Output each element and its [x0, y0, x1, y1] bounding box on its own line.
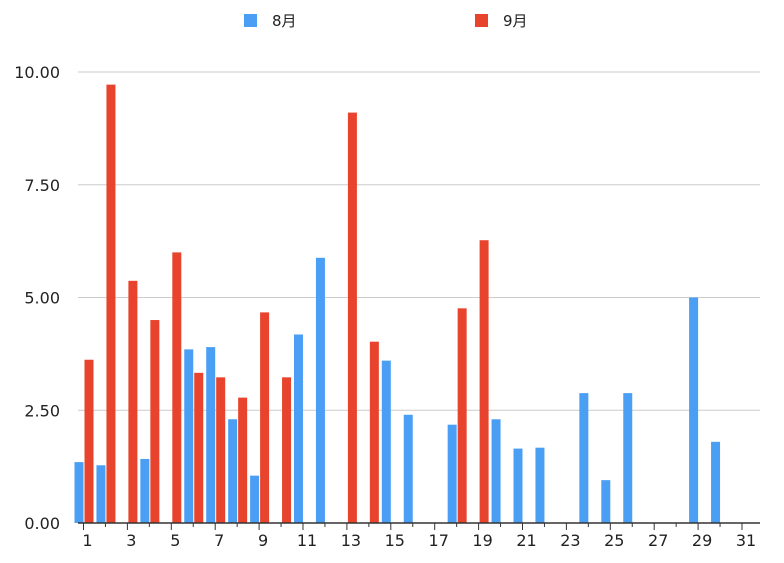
bars [74, 84, 721, 523]
legend-label-aug: 8月 [272, 12, 297, 30]
bar-sep-day-10 [282, 377, 292, 523]
x-tick-label: 19 [472, 531, 492, 550]
x-tick-label: 11 [297, 531, 317, 550]
x-tick-label: 13 [341, 531, 361, 550]
y-tick-label: 0.00 [24, 514, 60, 533]
bar-aug-day-6 [184, 349, 194, 523]
bar-aug-day-1 [74, 462, 84, 523]
x-tick-label: 25 [604, 531, 624, 550]
x-tick-label: 5 [170, 531, 180, 550]
bar-aug-day-8 [228, 419, 238, 523]
bar-sep-day-8 [238, 397, 248, 523]
legend: 8月 9月 [244, 12, 528, 30]
bar-aug-day-24 [579, 393, 589, 523]
bar-aug-day-18 [447, 424, 457, 523]
bar-sep-day-19 [479, 240, 489, 523]
bar-aug-day-20 [491, 419, 501, 523]
y-tick-label: 10.00 [14, 63, 60, 82]
x-tick-label: 3 [126, 531, 136, 550]
y-tick-label: 7.50 [24, 176, 60, 195]
x-tick-label: 9 [258, 531, 268, 550]
x-tick-label: 1 [82, 531, 92, 550]
bar-sep-day-9 [260, 312, 270, 523]
bar-aug-day-4 [140, 458, 150, 523]
bar-aug-day-29 [689, 297, 699, 523]
x-tick-label: 31 [736, 531, 756, 550]
bar-sep-day-1 [84, 359, 94, 523]
x-tick-label: 7 [214, 531, 224, 550]
x-tick-label: 15 [385, 531, 405, 550]
bar-sep-day-7 [216, 377, 226, 523]
bar-aug-day-25 [601, 480, 611, 523]
bar-aug-day-7 [206, 347, 216, 523]
bar-aug-day-21 [513, 448, 523, 523]
legend-swatch-aug [244, 14, 257, 27]
x-tick-label: 23 [560, 531, 580, 550]
bar-sep-day-3 [128, 280, 138, 523]
legend-swatch-sep [475, 14, 488, 27]
bar-aug-day-26 [623, 393, 633, 523]
bar-aug-day-22 [535, 447, 545, 523]
gridlines [78, 71, 760, 411]
bar-sep-day-4 [150, 320, 160, 523]
bar-aug-day-30 [711, 441, 721, 523]
x-tick-label: 27 [648, 531, 668, 550]
bar-aug-day-16 [403, 414, 413, 523]
bar-aug-day-12 [315, 257, 325, 523]
bar-sep-day-18 [457, 308, 467, 523]
bar-aug-day-2 [96, 465, 106, 523]
bar-aug-day-11 [294, 334, 303, 523]
bar-sep-day-5 [172, 252, 182, 523]
y-tick-label: 2.50 [24, 401, 60, 420]
x-tick-label: 29 [692, 531, 712, 550]
legend-label-sep: 9月 [503, 12, 528, 30]
y-axis: 0.00 2.50 5.00 7.50 10.00 [14, 63, 60, 533]
bar-sep-day-13 [347, 112, 357, 523]
bar-aug-day-9 [250, 475, 260, 523]
bar-sep-day-2 [106, 84, 116, 523]
x-tick-label: 17 [429, 531, 449, 550]
x-axis: 1 3 5 7 9 11 13 15 17 19 21 23 25 27 29 31 [78, 522, 760, 550]
bar-aug-day-15 [381, 360, 391, 523]
y-tick-label: 5.00 [24, 289, 60, 308]
bar-sep-day-14 [369, 341, 379, 523]
bar-sep-day-6 [194, 372, 204, 523]
x-tick-label: 21 [516, 531, 536, 550]
